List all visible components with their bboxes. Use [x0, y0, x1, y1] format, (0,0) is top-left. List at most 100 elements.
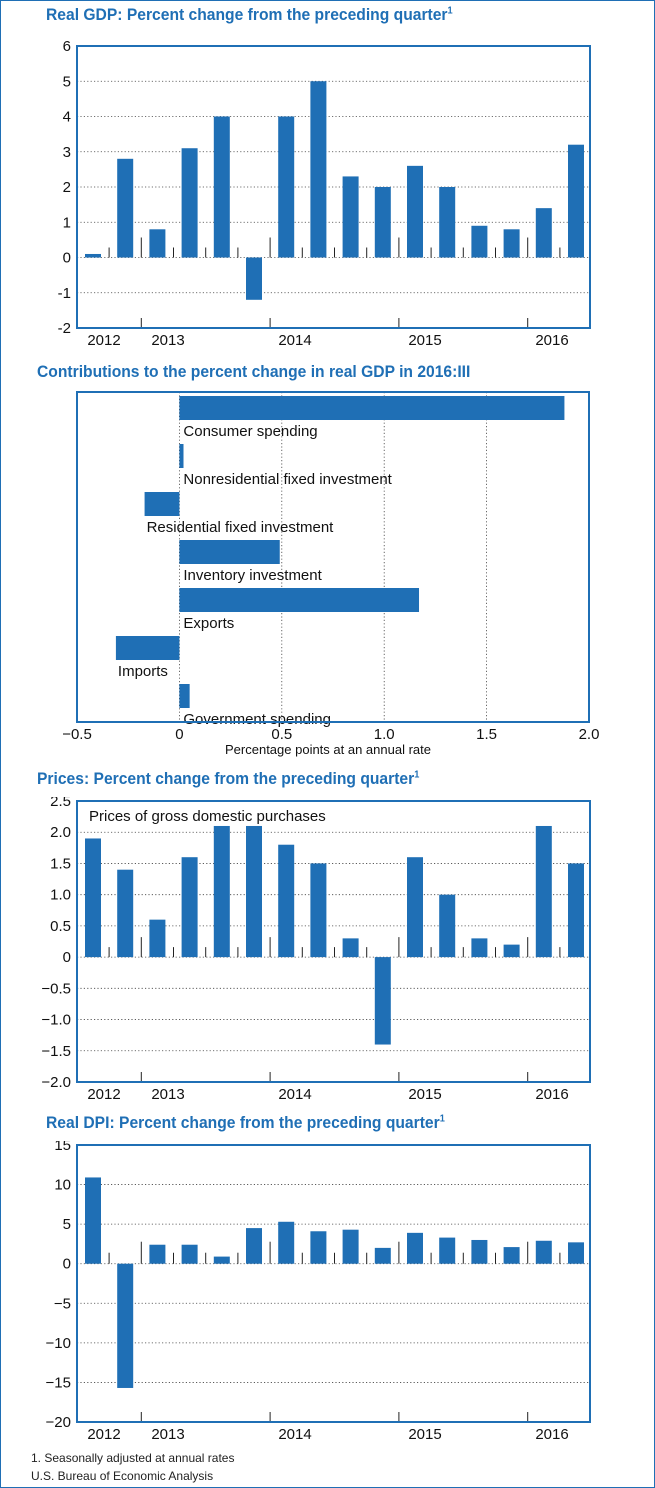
category-label: Nonresidential fixed investment [183, 471, 392, 488]
contributions-chart: −0.5 0 0.5 1.0 1.5 2.0 Consumer spending Nonres… [62, 391, 600, 757]
plot-frame [76, 45, 591, 329]
bar [149, 919, 166, 958]
y-tick-label: 0 [63, 1256, 71, 1273]
x-tick-label: 2014 [278, 1086, 311, 1103]
bar [117, 158, 134, 258]
bar [471, 938, 488, 958]
bar [374, 187, 391, 258]
bar [246, 1228, 262, 1264]
category-label: Imports [118, 663, 168, 680]
bar [535, 208, 552, 258]
bar [85, 1177, 101, 1264]
y-tick-label: -1 [58, 285, 71, 302]
bar [407, 1232, 423, 1264]
bar [568, 863, 584, 958]
bar [149, 229, 166, 258]
x-tick-label: 2014 [278, 332, 311, 349]
bar [471, 1239, 488, 1264]
x-tick-label: 2016 [535, 1086, 568, 1103]
bar [179, 396, 565, 420]
bar [568, 1242, 584, 1264]
footnote-source: U.S. Bureau of Economic Analysis [31, 1469, 214, 1483]
bar [115, 636, 180, 660]
bar [535, 1240, 552, 1264]
y-tick-label: 2.5 [50, 797, 71, 810]
x-tick-label: 0.5 [271, 726, 292, 743]
x-tick-label: 2013 [151, 1426, 184, 1443]
prices-chart: 2.5 2.0 1.5 1.0 0.5 0 −0.5 −1.0 −1.5 −2.0 2012 2013… [41, 797, 591, 1103]
bar [278, 1221, 295, 1264]
bar [503, 229, 520, 258]
bar [310, 1231, 327, 1264]
bar [181, 1244, 198, 1264]
bar [439, 187, 456, 258]
x-tick-label: 2014 [278, 1426, 311, 1443]
y-tick-label: 1 [63, 214, 71, 231]
x-tick-label: 2012 [87, 1086, 120, 1103]
bar [179, 684, 190, 708]
prices-chart-title: Prices: Percent change from the precedin… [37, 769, 420, 788]
x-tick-label: 2016 [535, 1426, 568, 1443]
y-tick-label: −1.0 [41, 1012, 71, 1029]
bar [342, 938, 359, 958]
y-tick-label: −20 [46, 1414, 71, 1431]
y-tick-label: 1.5 [50, 855, 71, 872]
y-tick-label: 2.0 [50, 824, 71, 841]
category-label: Government spending [183, 711, 331, 728]
x-tick-label: −0.5 [62, 726, 92, 743]
bar [439, 894, 456, 958]
bar [149, 1244, 166, 1264]
bar [117, 869, 134, 958]
bar [85, 253, 101, 258]
y-tick-label: 6 [63, 39, 71, 55]
bar [568, 144, 584, 258]
gdp-chart-title: Real GDP: Percent change from the preced… [46, 5, 453, 24]
y-tick-label: 5 [63, 73, 71, 90]
bar [181, 148, 198, 258]
y-tick-label: 4 [63, 109, 71, 126]
x-tick-label: 1.0 [374, 726, 395, 743]
category-label: Inventory investment [183, 567, 322, 584]
y-tick-label: 0 [63, 949, 71, 966]
category-label: Residential fixed investment [147, 519, 335, 536]
bar [342, 176, 359, 258]
y-tick-label: 0.5 [50, 918, 71, 935]
bar [278, 116, 295, 258]
bar [213, 825, 230, 958]
category-label: Exports [183, 615, 234, 632]
y-tick-label: −15 [46, 1374, 71, 1391]
bar [246, 257, 262, 300]
plot-frame [76, 391, 590, 723]
x-tick-label: 2012 [87, 1426, 120, 1443]
x-tick-label: 2015 [408, 1426, 441, 1443]
bar [374, 957, 391, 1045]
y-tick-label: 5 [63, 1216, 71, 1233]
y-tick-label: −2.0 [41, 1074, 71, 1091]
x-tick-label: 2013 [151, 1086, 184, 1103]
category-label: Consumer spending [183, 423, 317, 440]
y-tick-label: −0.5 [41, 980, 71, 997]
x-tick-label: 2013 [151, 332, 184, 349]
bar [179, 444, 184, 468]
bar [374, 1247, 391, 1264]
bar [407, 165, 423, 258]
bar [503, 944, 520, 958]
bar [179, 588, 420, 612]
bar [144, 492, 180, 516]
bar [342, 1229, 359, 1264]
bar [181, 857, 198, 958]
bar [535, 825, 552, 958]
x-tick-label: 2.0 [579, 726, 600, 743]
y-tick-label: 0 [63, 250, 71, 267]
x-tick-label: 2012 [87, 332, 120, 349]
bar [246, 825, 262, 958]
contributions-chart-title: Contributions to the percent change in r… [37, 362, 471, 381]
y-tick-label: -2 [58, 320, 71, 337]
y-tick-label: −5 [54, 1295, 71, 1312]
y-tick-label: 10 [54, 1177, 71, 1194]
x-tick-label: 0 [175, 726, 183, 743]
dpi-chart: 15 10 5 0 −5 −10 −15 −20 2012 2013 2014 2015 2016 [46, 1141, 591, 1443]
bar [85, 838, 101, 958]
x-tick-label: 2015 [408, 1086, 441, 1103]
